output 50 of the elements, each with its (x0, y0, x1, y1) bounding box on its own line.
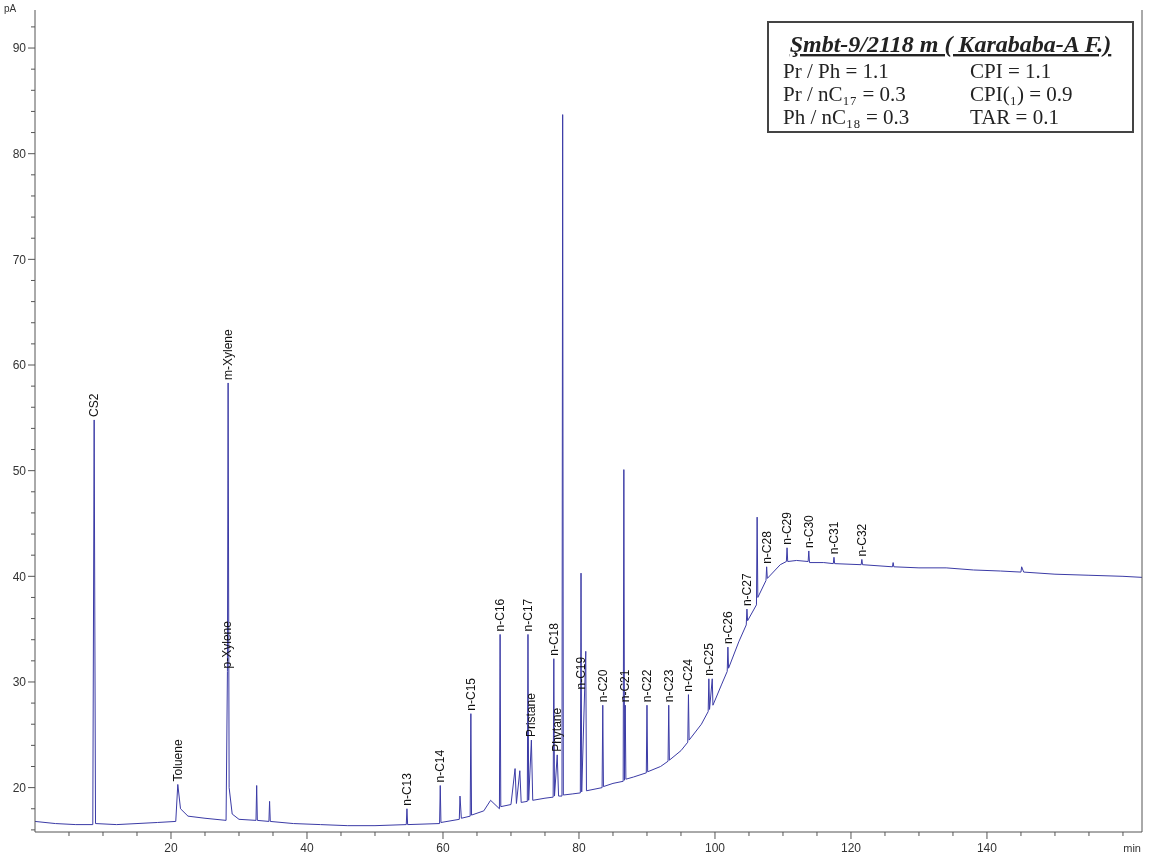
y-axis-title: pA (4, 3, 17, 14)
annotation: Pristane (524, 692, 539, 738)
annotation: n-C14 (433, 749, 448, 783)
y-tick-label: 50 (12, 463, 27, 478)
y-tick-label: 80 (12, 146, 27, 161)
annotation: p-Xylene (220, 620, 235, 669)
y-tick-label: 70 (12, 252, 27, 267)
y-tick-label: 60 (12, 358, 27, 373)
annotation: Toluene (170, 739, 185, 782)
annotation: n-C25 (701, 642, 716, 676)
annotation: TAR = 0.1 (970, 105, 1059, 129)
x-tick-label: 120 (840, 841, 862, 855)
annotation: n-C18 (546, 622, 561, 656)
annotation: n-C29 (780, 511, 795, 545)
y-tick-label: 90 (12, 41, 27, 56)
annotation: n-C22 (639, 669, 654, 703)
annotation: CS2 (87, 393, 102, 417)
annotation: n-C13 (399, 772, 414, 806)
annotation: Pr / nC₁₇ = 0.3 (783, 82, 906, 106)
annotation: n-C20 (595, 669, 610, 703)
annotation: n-C15 (463, 677, 478, 711)
annotation: n-C26 (720, 611, 735, 645)
x-axis-title: min (1123, 842, 1141, 854)
y-tick-label: 30 (12, 675, 27, 690)
annotation: Ph / nC₁₈ = 0.3 (783, 105, 910, 129)
annotation: n-C19 (574, 656, 589, 690)
y-tick-label: 20 (12, 780, 27, 795)
annotation: n-C21 (618, 669, 633, 703)
annotation: m-Xylene (221, 328, 236, 380)
annotation: n-C31 (826, 521, 841, 555)
y-tick-label: 40 (12, 569, 27, 584)
text: Şmbt-9/2118 m ( Karababa-A F.) (789, 31, 1112, 57)
annotation: CPI = 1.1 (970, 59, 1052, 83)
x-tick-label: 100 (704, 841, 726, 855)
annotation: Phytane (550, 707, 565, 752)
x-tick-label: 40 (300, 841, 314, 855)
x-tick-label: 140 (976, 841, 998, 855)
annotation: n-C16 (493, 598, 508, 632)
annotation: CPI(₁) = 0.9 (970, 82, 1073, 106)
annotation: n-C17 (520, 598, 535, 632)
annotation: n-C30 (801, 514, 816, 548)
x-tick-label: 80 (572, 841, 586, 855)
annotation: n-C27 (739, 573, 754, 607)
x-tick-label: 60 (436, 841, 450, 855)
annotation: n-C32 (854, 523, 869, 557)
annotation: n-C28 (759, 530, 774, 564)
annotation: n-C24 (681, 658, 696, 692)
annotation: Pr / Ph = 1.1 (783, 59, 889, 83)
annotation: n-C23 (661, 669, 676, 703)
x-tick-label: 20 (164, 841, 178, 855)
